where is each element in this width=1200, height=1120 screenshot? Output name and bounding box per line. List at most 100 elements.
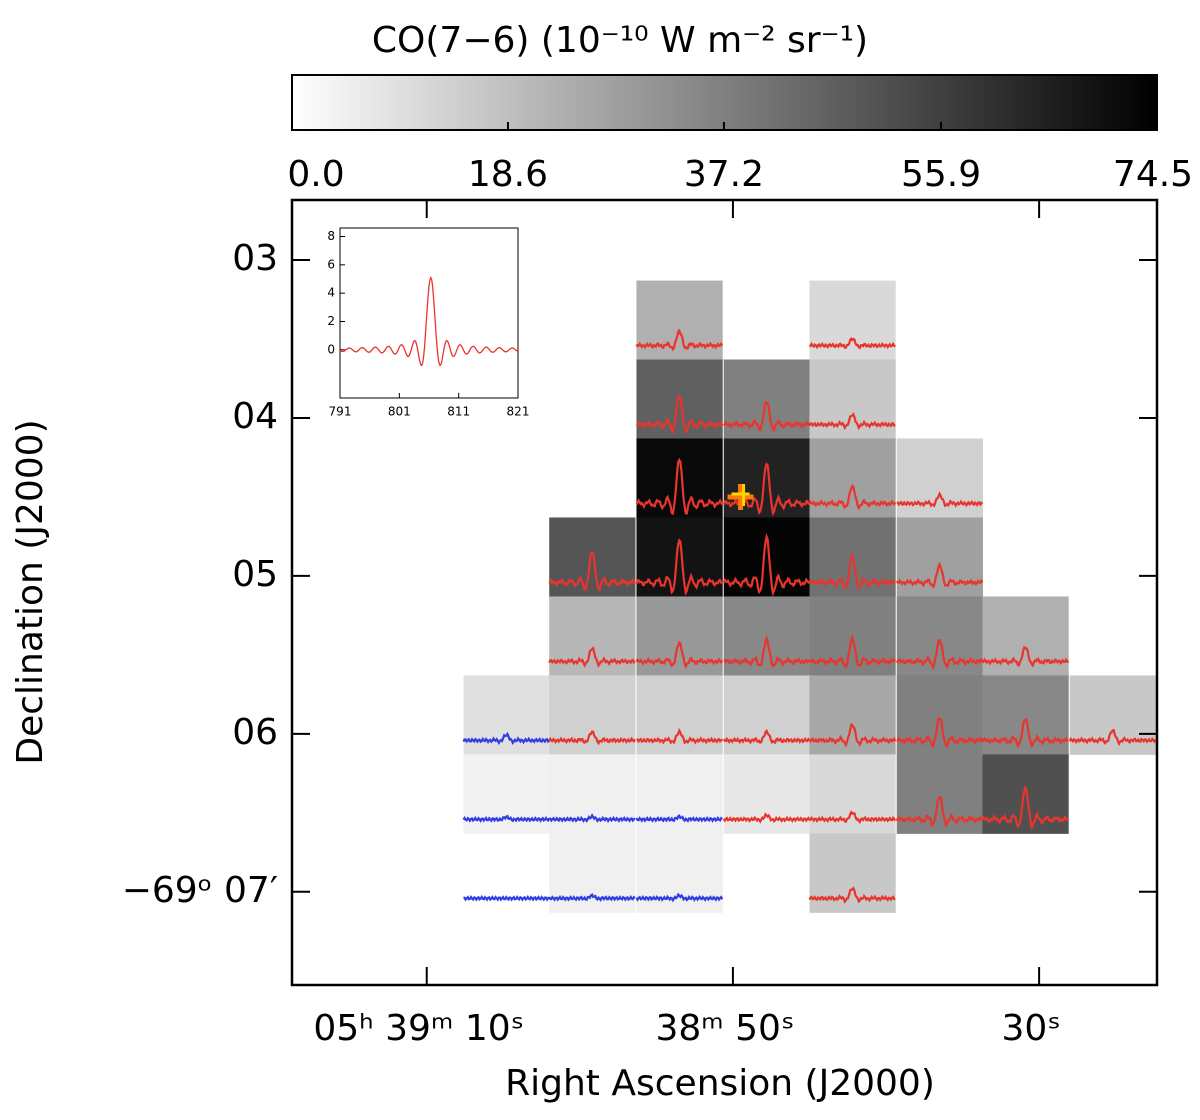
x-tick-label: 38ᵐ 50ˢ bbox=[655, 1008, 794, 1049]
colorbar-tick-label: 55.9 bbox=[901, 154, 981, 195]
map-cell bbox=[636, 517, 723, 597]
colorbar bbox=[291, 74, 1158, 131]
spectrum bbox=[548, 730, 636, 746]
spectrum bbox=[548, 646, 636, 668]
map-cell bbox=[809, 675, 896, 755]
map-cell bbox=[809, 438, 896, 518]
inset-background bbox=[339, 227, 519, 399]
spectrum bbox=[722, 728, 811, 745]
plot-frame bbox=[290, 198, 1159, 987]
spectrum bbox=[722, 462, 810, 517]
spectrum bbox=[636, 727, 723, 745]
spectrum bbox=[981, 718, 1069, 749]
spectrum bbox=[548, 551, 636, 591]
map-cell bbox=[723, 517, 810, 597]
map-cell bbox=[723, 754, 810, 834]
spectrum bbox=[895, 561, 984, 589]
spectrum bbox=[635, 892, 724, 903]
map-cell bbox=[809, 754, 896, 834]
spectrum bbox=[548, 893, 636, 902]
map-cell bbox=[549, 675, 636, 755]
spectrum bbox=[981, 785, 1070, 831]
colorbar-tick-label: 0.0 bbox=[287, 154, 344, 195]
map-cell bbox=[809, 359, 896, 440]
inset-x-tick-label: 791 bbox=[329, 405, 352, 419]
map-cell bbox=[636, 675, 723, 755]
map-cell bbox=[636, 833, 723, 913]
map-cell bbox=[896, 517, 983, 597]
spectrum bbox=[462, 731, 550, 746]
x-tick-label: 30ˢ bbox=[1001, 1008, 1060, 1049]
spectrum bbox=[549, 813, 636, 824]
y-tick-label: 04 bbox=[232, 396, 278, 437]
spectrum bbox=[722, 401, 811, 432]
spectrum bbox=[463, 894, 551, 902]
map-cell bbox=[809, 280, 896, 361]
spectrum bbox=[809, 551, 896, 590]
y-axis-label: Declination (J2000) bbox=[10, 419, 51, 764]
y-tick-label: 06 bbox=[232, 712, 278, 753]
y-tick-label: 03 bbox=[232, 238, 278, 279]
colorbar-tick-label: 37.2 bbox=[684, 154, 764, 195]
spectrum bbox=[635, 394, 724, 436]
inset-y-tick-label: 2 bbox=[327, 314, 335, 328]
map-cell bbox=[896, 675, 983, 755]
map-cell bbox=[982, 754, 1069, 834]
inset-y-tick-label: 0 bbox=[327, 342, 335, 356]
map-cell bbox=[723, 359, 810, 440]
map-cell bbox=[636, 754, 723, 834]
colorbar-tick-label: 74.5 bbox=[1113, 154, 1193, 195]
map-cell bbox=[982, 596, 1069, 676]
inset-x-tick-label: 821 bbox=[507, 405, 530, 419]
spectrum bbox=[1068, 728, 1157, 747]
spectrum bbox=[808, 634, 897, 669]
inset-x-tick-label: 801 bbox=[388, 405, 411, 419]
map-cell bbox=[896, 596, 983, 676]
map-cell bbox=[982, 675, 1069, 755]
y-tick-label: −69ᵒ 07′ bbox=[122, 870, 278, 911]
y-tick-label: 05 bbox=[232, 554, 278, 595]
map-cell bbox=[549, 596, 636, 676]
spectrum bbox=[808, 412, 896, 431]
spectrum bbox=[895, 638, 984, 671]
spectrum bbox=[722, 532, 811, 597]
map-cell bbox=[723, 438, 810, 518]
x-tick-label: 05ʰ 39ᵐ 10ˢ bbox=[313, 1008, 524, 1049]
colorbar-tick-label: 18.6 bbox=[468, 154, 548, 195]
spectrum bbox=[808, 723, 897, 748]
position-marker bbox=[731, 483, 750, 506]
map-cell bbox=[463, 754, 550, 834]
spectrum bbox=[722, 812, 811, 824]
spectrum bbox=[723, 635, 811, 668]
map-cell bbox=[809, 833, 896, 913]
chart-title: CO(7−6) (10⁻¹⁰ W m⁻² sr⁻¹) bbox=[372, 20, 868, 61]
spectrum bbox=[635, 640, 724, 670]
spectrum bbox=[808, 484, 897, 511]
map-cell bbox=[636, 438, 723, 518]
spectrum bbox=[896, 717, 984, 749]
map-cell bbox=[463, 675, 550, 755]
map-cell bbox=[896, 754, 983, 834]
spectrum bbox=[462, 814, 551, 823]
spectrum bbox=[809, 810, 897, 824]
spectrum bbox=[896, 491, 984, 508]
spectrum bbox=[635, 328, 724, 352]
inset-y-tick-label: 8 bbox=[327, 229, 335, 243]
map-cell bbox=[549, 833, 636, 913]
map-cell bbox=[723, 675, 810, 755]
position-marker bbox=[727, 483, 754, 510]
x-axis-label: Right Ascension (J2000) bbox=[505, 1063, 935, 1104]
spectrum bbox=[895, 795, 983, 828]
map-cell bbox=[549, 517, 636, 597]
inset-y-tick-label: 4 bbox=[327, 286, 335, 300]
spectrum bbox=[808, 337, 896, 350]
map-cell bbox=[636, 280, 723, 361]
inset-y-tick-label: 6 bbox=[327, 257, 335, 271]
inset-spectrum bbox=[339, 275, 519, 366]
spectrum bbox=[635, 457, 724, 515]
map-cell bbox=[636, 596, 723, 676]
spectrum bbox=[808, 886, 896, 904]
inset-x-tick-label: 811 bbox=[447, 405, 470, 419]
spectrum bbox=[635, 538, 723, 597]
